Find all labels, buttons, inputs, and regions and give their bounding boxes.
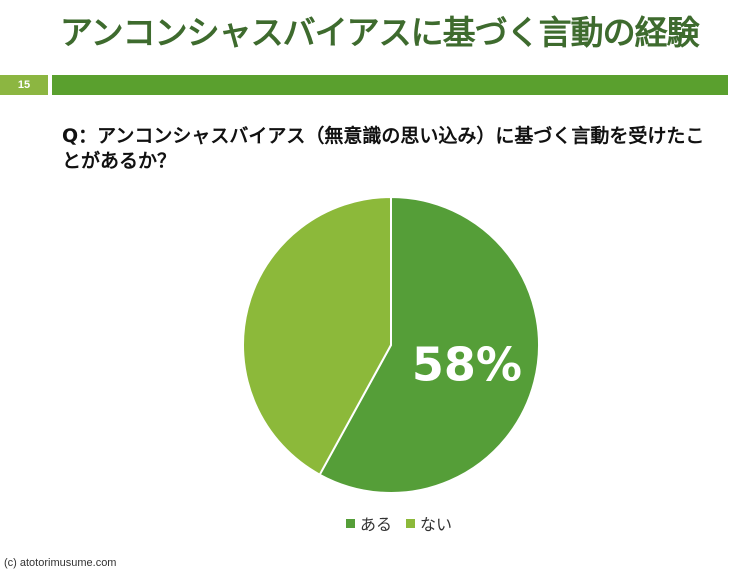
slide-title: アンコンシャスバイアスに基づく言動の経験 bbox=[60, 13, 700, 52]
copyright-footer: (c) atotorimusume.com bbox=[4, 557, 117, 569]
legend-label-1: ない bbox=[420, 515, 453, 534]
legend-label-0: ある bbox=[360, 515, 393, 534]
pie-slice-0 bbox=[318, 195, 540, 494]
legend-swatch-1 bbox=[406, 518, 416, 528]
pie-slice-1 bbox=[242, 195, 392, 477]
pie-slices bbox=[242, 195, 540, 494]
title-accent-bar bbox=[52, 75, 728, 95]
legend-item-0: ある bbox=[346, 511, 392, 535]
question-text: Q：アンコンシャスバイアス（無意識の思い込み）に基づく言動を受けたことがあるか？ bbox=[62, 125, 705, 172]
chart-legend: ある ない bbox=[346, 511, 466, 535]
legend-swatch-0 bbox=[346, 518, 355, 528]
pie-data-labels: 58% bbox=[412, 338, 522, 392]
pie-data-label-0: 58% bbox=[412, 338, 522, 392]
slide-number: 15 bbox=[0, 75, 48, 95]
legend-item-1: ない bbox=[406, 511, 452, 535]
